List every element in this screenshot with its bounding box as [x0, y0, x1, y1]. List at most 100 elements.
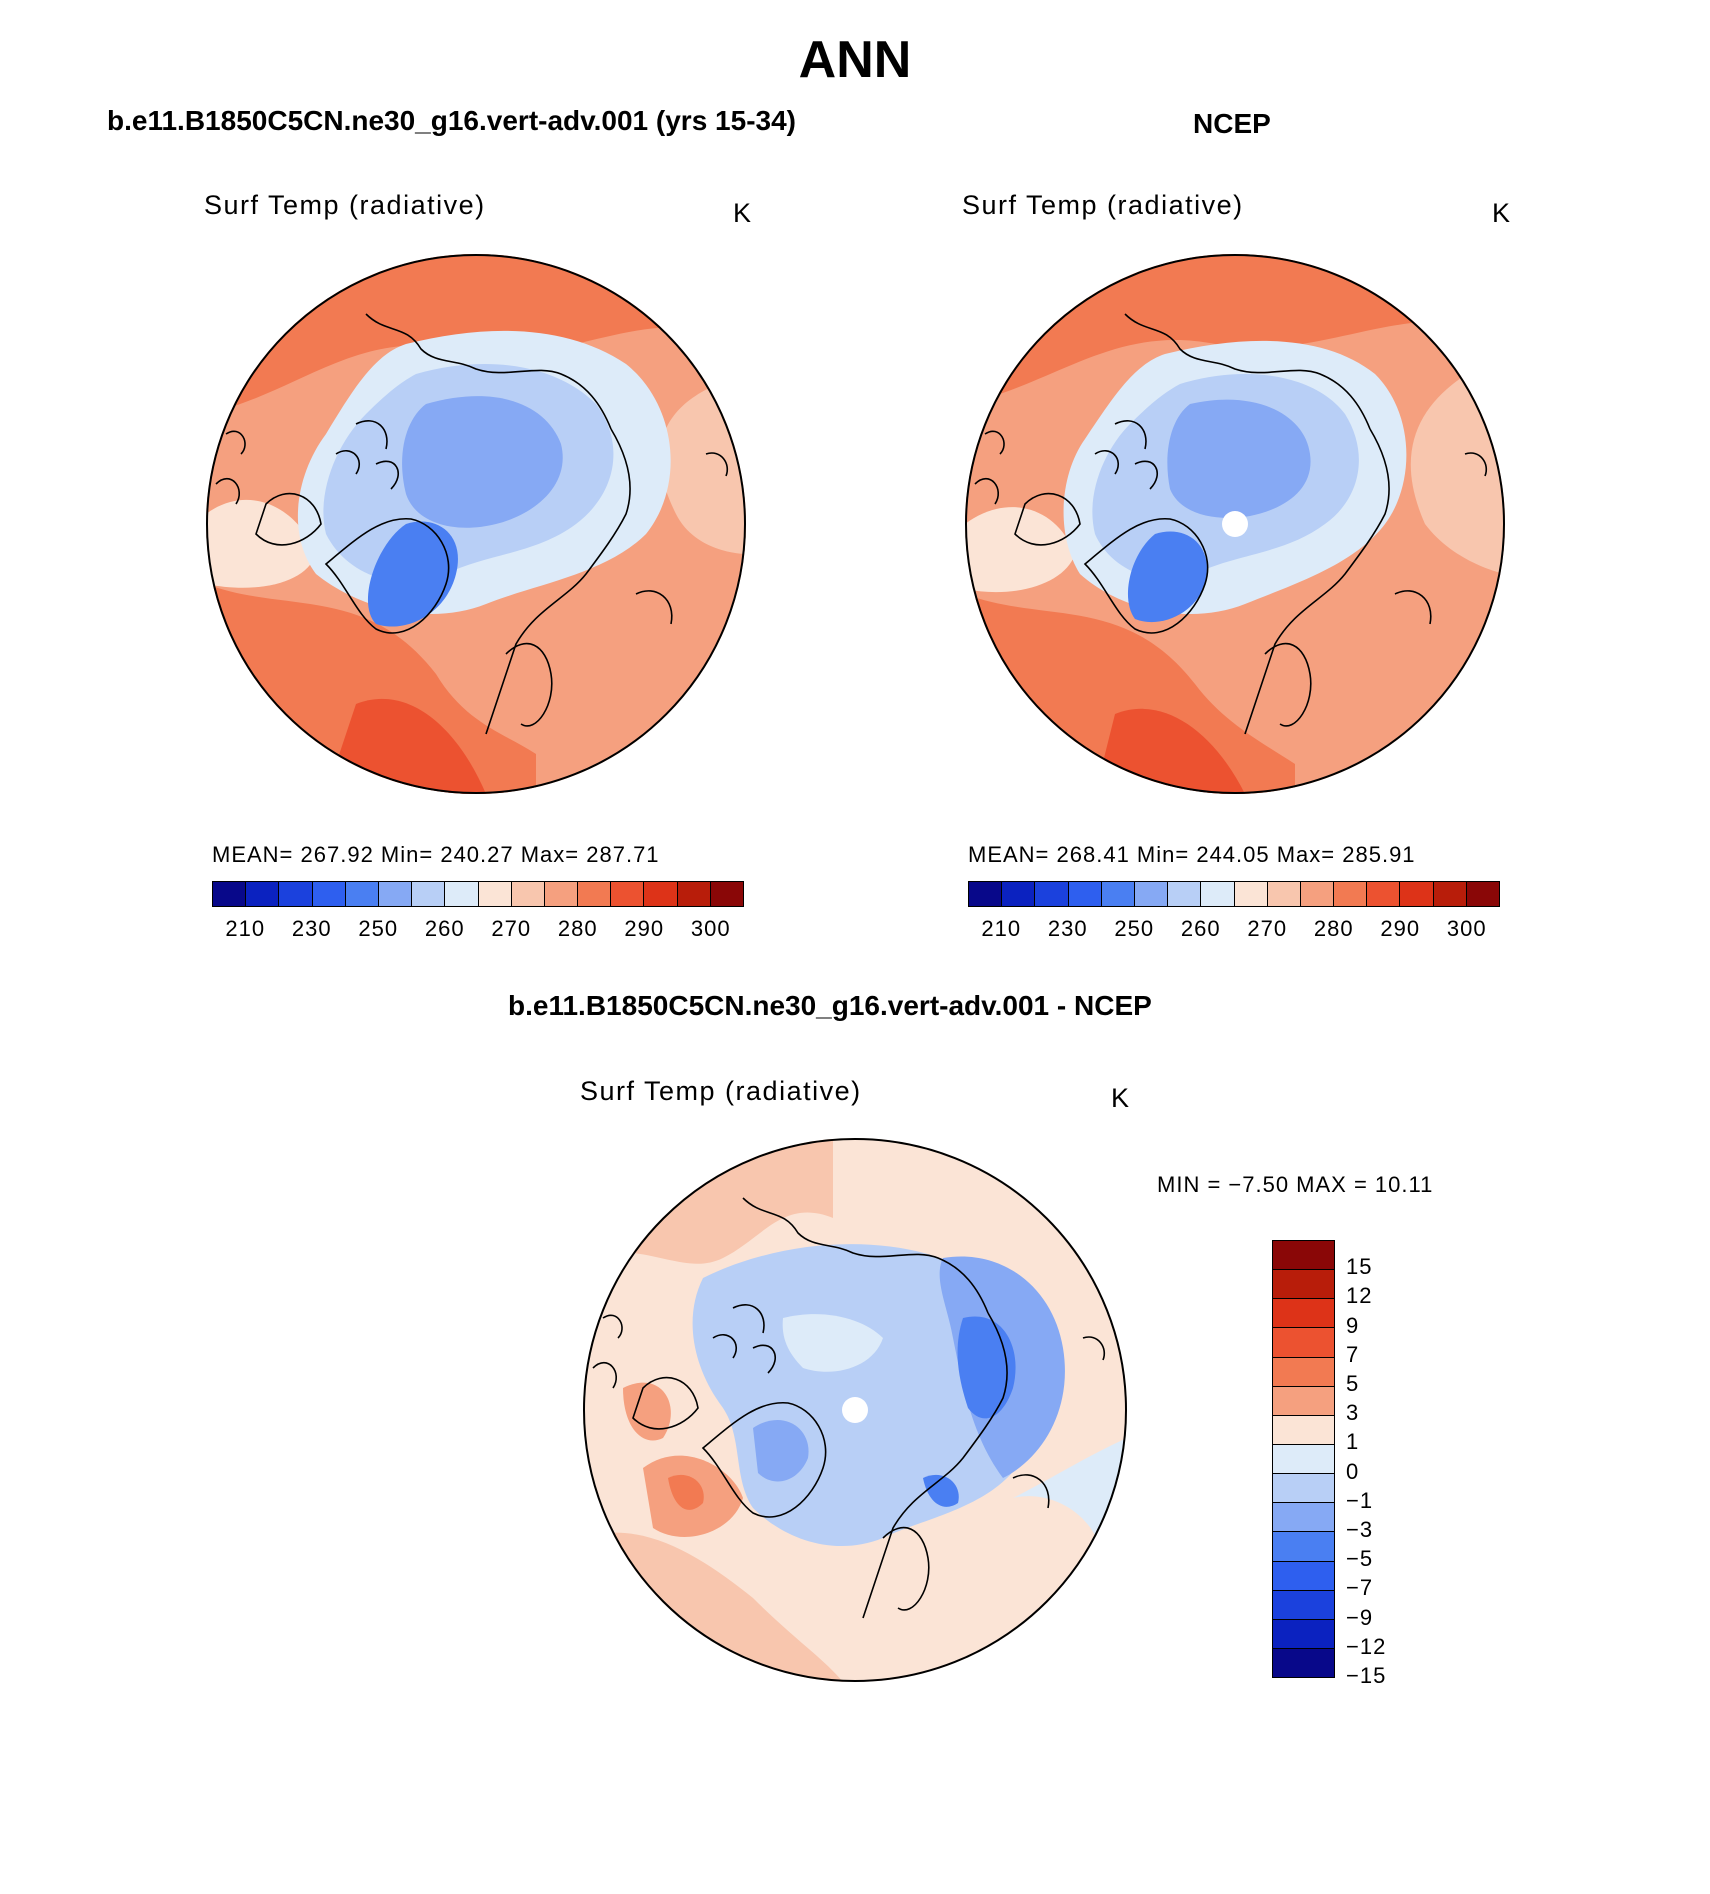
colorbar-swatch	[1273, 1648, 1334, 1678]
colorbar-swatch	[1367, 882, 1401, 906]
colorbar-swatch	[1168, 882, 1202, 906]
colorbar-tick-label: −9	[1346, 1604, 1374, 1630]
colorbar-swatch	[1234, 882, 1268, 906]
colorbar-swatch	[511, 882, 545, 906]
colorbar-swatch	[1300, 882, 1335, 906]
colorbar-swatch	[1273, 1241, 1334, 1271]
colorbar-tick-label: 300	[690, 916, 731, 941]
diff-polar-map	[583, 1138, 1127, 1682]
main-title: ANN	[798, 31, 912, 89]
model-colorbar	[212, 881, 744, 907]
obs-colorbar	[968, 881, 1500, 907]
colorbar-tick-label: −3	[1346, 1517, 1374, 1542]
colorbar-swatch	[1068, 882, 1102, 906]
colorbar-tick-label: 230	[291, 916, 332, 941]
obs-polar-map	[965, 254, 1505, 794]
colorbar-tick-label: 250	[1114, 916, 1155, 941]
colorbar-swatch	[279, 882, 313, 906]
colorbar-swatch	[378, 882, 413, 906]
colorbar-tick-label: 270	[1247, 916, 1288, 941]
colorbar-tick-label: 290	[1380, 916, 1421, 941]
colorbar-swatch	[1273, 1503, 1334, 1533]
obs-units-label: K	[1492, 198, 1512, 228]
colorbar-swatch	[710, 882, 743, 906]
diff-colorbar	[1272, 1240, 1335, 1678]
model-variable-label: Surf Temp (radiative)	[204, 190, 486, 220]
colorbar-tick-label: 280	[557, 916, 598, 941]
model-polar-map	[206, 254, 746, 794]
diff-panel-title: b.e11.B1850C5CN.ne30_g16.vert-adv.001 - …	[508, 990, 1152, 1021]
colorbar-tick-label: 290	[624, 916, 665, 941]
colorbar-swatch	[1273, 1270, 1334, 1300]
colorbar-tick-label: 15	[1346, 1254, 1373, 1280]
colorbar-swatch	[611, 882, 645, 906]
colorbar-swatch	[1334, 882, 1368, 906]
colorbar-swatch	[1273, 1415, 1334, 1445]
colorbar-tick-label: 12	[1346, 1283, 1373, 1309]
colorbar-tick-label: −5	[1346, 1546, 1374, 1572]
diff-units-label: K	[1111, 1083, 1131, 1113]
colorbar-tick-label: 210	[981, 916, 1022, 941]
colorbar-swatch	[1273, 1561, 1334, 1591]
colorbar-swatch	[1273, 1474, 1334, 1504]
colorbar-swatch	[213, 882, 247, 906]
colorbar-swatch	[544, 882, 579, 906]
obs-panel-title: NCEP	[1193, 108, 1271, 139]
colorbar-tick-label: 3	[1346, 1400, 1360, 1426]
colorbar-tick-label: 5	[1346, 1371, 1360, 1396]
colorbar-swatch	[1101, 882, 1135, 906]
colorbar-tick-label: 260	[424, 916, 465, 941]
colorbar-swatch	[345, 882, 379, 906]
colorbar-swatch	[677, 882, 711, 906]
colorbar-tick-label: −1	[1346, 1487, 1374, 1513]
colorbar-swatch	[478, 882, 512, 906]
colorbar-swatch	[445, 882, 479, 906]
colorbar-swatch	[1466, 882, 1499, 906]
diff-colorbar-ticks: 15 12 9 7 5 3 1 0 −1 −3 −5 −7 −9 −12 −15	[1346, 1240, 1426, 1688]
colorbar-swatch	[1273, 1328, 1334, 1358]
colorbar-swatch	[1035, 882, 1069, 906]
colorbar-tick-label: 210	[225, 916, 266, 941]
model-units-label: K	[733, 198, 753, 228]
colorbar-tick-label: −15	[1346, 1663, 1387, 1688]
colorbar-tick-label: 280	[1313, 916, 1354, 941]
colorbar-swatch	[1400, 882, 1434, 906]
colorbar-tick-label: 1	[1346, 1429, 1360, 1455]
colorbar-tick-label: 270	[491, 916, 532, 941]
colorbar-swatch	[1134, 882, 1169, 906]
colorbar-swatch	[1267, 882, 1301, 906]
colorbar-tick-label: 300	[1446, 916, 1487, 941]
colorbar-swatch	[1273, 1386, 1334, 1416]
colorbar-tick-label: 230	[1047, 916, 1088, 941]
colorbar-tick-label: −12	[1346, 1633, 1387, 1659]
diff-variable-label: Surf Temp (radiative)	[580, 1076, 862, 1106]
colorbar-swatch	[1002, 882, 1036, 906]
obs-stats: MEAN= 268.41 Min= 244.05 Max= 285.91	[968, 842, 1416, 867]
colorbar-swatch	[578, 882, 612, 906]
colorbar-tick-label: 9	[1346, 1312, 1360, 1338]
colorbar-swatch	[1201, 882, 1235, 906]
colorbar-swatch	[1433, 882, 1467, 906]
colorbar-tick-label: 7	[1346, 1341, 1360, 1367]
colorbar-swatch	[969, 882, 1003, 906]
colorbar-swatch	[1273, 1299, 1334, 1329]
model-colorbar-ticks: 210 230 250 260 270 280 290 300	[212, 916, 744, 946]
model-panel-title: b.e11.B1850C5CN.ne30_g16.vert-adv.001 (y…	[107, 105, 796, 136]
colorbar-tick-label: −7	[1346, 1575, 1374, 1601]
colorbar-tick-label: 0	[1346, 1458, 1360, 1484]
obs-variable-label: Surf Temp (radiative)	[962, 190, 1244, 220]
colorbar-tick-label: 250	[358, 916, 399, 941]
colorbar-swatch	[1273, 1444, 1334, 1475]
colorbar-swatch	[1273, 1532, 1334, 1562]
colorbar-tick-label: 260	[1180, 916, 1221, 941]
obs-colorbar-ticks: 210 230 250 260 270 280 290 300	[968, 916, 1500, 946]
colorbar-swatch	[1273, 1357, 1334, 1387]
model-stats: MEAN= 267.92 Min= 240.27 Max= 287.71	[212, 842, 660, 867]
colorbar-swatch	[412, 882, 446, 906]
diff-minmax: MIN = −7.50 MAX = 10.11	[1157, 1172, 1434, 1197]
colorbar-swatch	[312, 882, 346, 906]
colorbar-swatch	[644, 882, 678, 906]
colorbar-swatch	[246, 882, 280, 906]
colorbar-swatch	[1273, 1590, 1334, 1620]
colorbar-swatch	[1273, 1619, 1334, 1649]
